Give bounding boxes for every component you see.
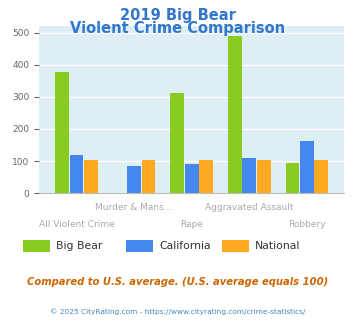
Bar — [70, 154, 83, 193]
Bar — [285, 163, 299, 193]
Bar — [300, 141, 314, 193]
Bar — [185, 164, 198, 193]
Text: Big Bear: Big Bear — [56, 241, 103, 251]
Text: Compared to U.S. average. (U.S. average equals 100): Compared to U.S. average. (U.S. average … — [27, 277, 328, 287]
Text: 2019 Big Bear: 2019 Big Bear — [120, 8, 235, 23]
Text: National: National — [255, 241, 300, 251]
Text: California: California — [159, 241, 211, 251]
Text: Aggravated Assault: Aggravated Assault — [205, 203, 294, 212]
Text: Murder & Mans...: Murder & Mans... — [95, 203, 173, 212]
Bar — [170, 93, 184, 193]
Text: Robbery: Robbery — [288, 220, 326, 229]
Bar — [199, 160, 213, 193]
Bar — [142, 160, 155, 193]
Text: Violent Crime Comparison: Violent Crime Comparison — [70, 21, 285, 36]
Bar — [55, 72, 69, 193]
Bar — [242, 158, 256, 193]
Text: © 2025 CityRating.com - https://www.cityrating.com/crime-statistics/: © 2025 CityRating.com - https://www.city… — [50, 309, 305, 315]
Bar — [315, 160, 328, 193]
Bar — [127, 166, 141, 193]
Text: Rape: Rape — [180, 220, 203, 229]
Bar — [228, 36, 242, 193]
Bar — [84, 160, 98, 193]
Bar — [257, 160, 271, 193]
Text: All Violent Crime: All Violent Crime — [39, 220, 114, 229]
